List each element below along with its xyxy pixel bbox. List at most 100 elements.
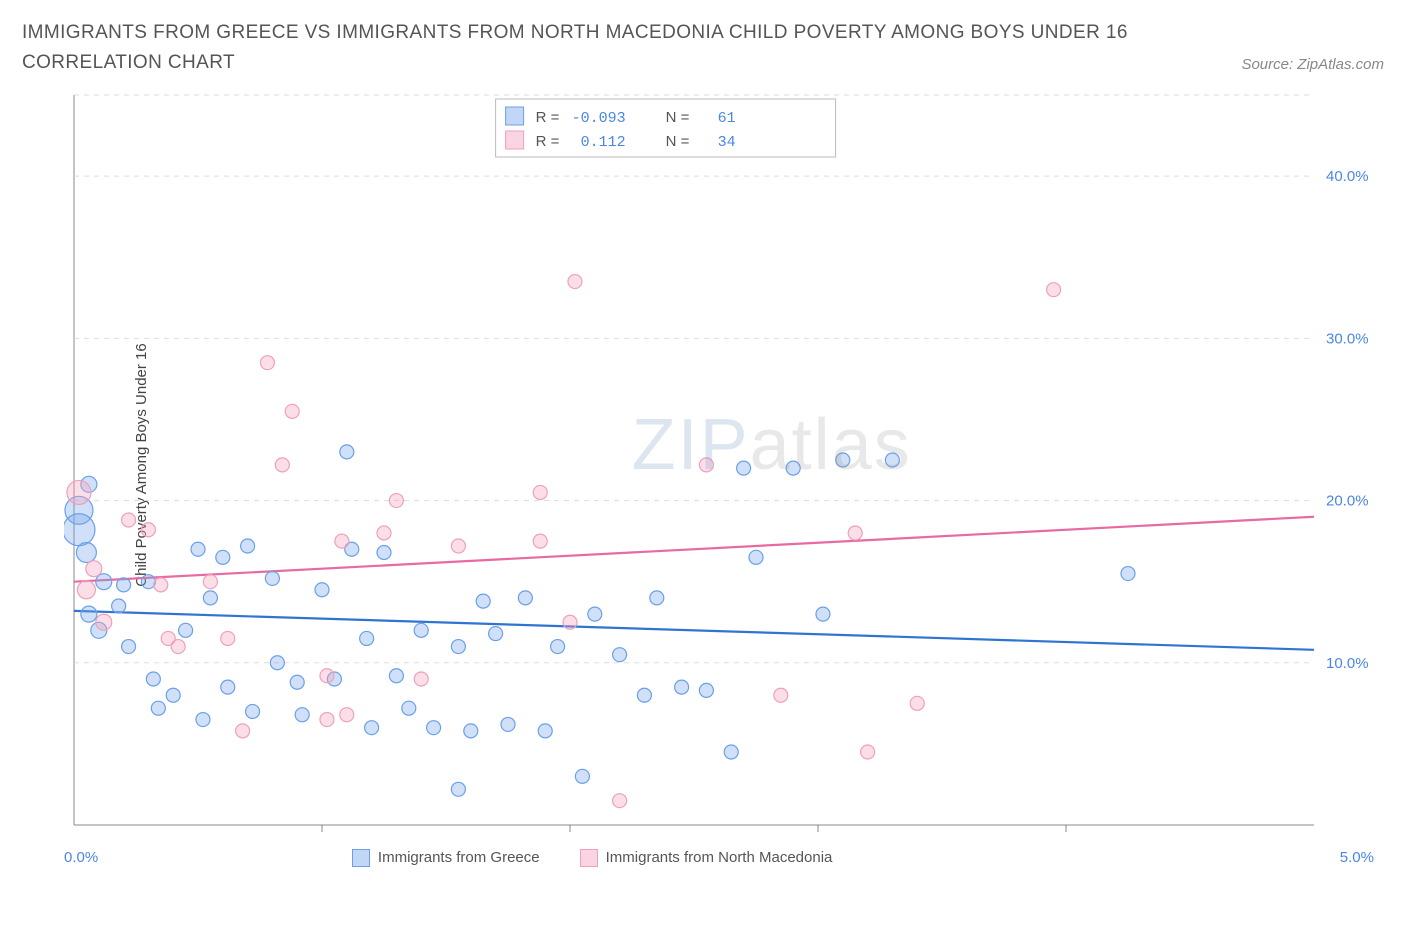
greece-point xyxy=(538,724,552,738)
stat-n-value: 61 xyxy=(718,110,736,127)
north-macedonia-point xyxy=(236,724,250,738)
greece-point xyxy=(290,675,304,689)
greece-point xyxy=(451,782,465,796)
north-macedonia-point xyxy=(203,574,217,588)
north-macedonia-point xyxy=(96,614,112,630)
north-macedonia-point xyxy=(910,696,924,710)
greece-point xyxy=(191,542,205,556)
greece-point xyxy=(64,514,95,546)
greece-point xyxy=(575,769,589,783)
greece-point xyxy=(203,591,217,605)
stat-r-value: 0.112 xyxy=(581,134,626,151)
greece-point xyxy=(414,623,428,637)
greece-point xyxy=(588,607,602,621)
greece-point xyxy=(270,656,284,670)
greece-point xyxy=(166,688,180,702)
greece-point xyxy=(377,545,391,559)
north-macedonia-point xyxy=(568,274,582,288)
y-tick-label: 40.0% xyxy=(1326,168,1369,185)
greece-point xyxy=(699,683,713,697)
greece-point xyxy=(451,639,465,653)
north-macedonia-point xyxy=(340,707,354,721)
greece-point xyxy=(221,680,235,694)
north-macedonia-point xyxy=(171,639,185,653)
greece-point xyxy=(637,688,651,702)
stat-swatch xyxy=(506,131,524,149)
greece-point xyxy=(112,599,126,613)
greece-point xyxy=(360,631,374,645)
greece-point xyxy=(476,594,490,608)
source-attribution: Source: ZipAtlas.com xyxy=(1241,56,1384,79)
north-macedonia-point xyxy=(86,560,102,576)
greece-point xyxy=(675,680,689,694)
greece-point xyxy=(518,591,532,605)
north-macedonia-point xyxy=(451,539,465,553)
greece-point xyxy=(179,623,193,637)
stat-n-label: N = xyxy=(666,133,690,150)
north-macedonia-point xyxy=(221,631,235,645)
legend-item: Immigrants from North Macedonia xyxy=(580,849,833,867)
greece-point xyxy=(737,461,751,475)
greece-point xyxy=(122,639,136,653)
greece-point xyxy=(117,578,131,592)
greece-point xyxy=(501,717,515,731)
greece-point xyxy=(265,571,279,585)
north-macedonia-point xyxy=(848,526,862,540)
stat-r-label: R = xyxy=(536,133,560,150)
greece-point xyxy=(76,542,96,562)
north-macedonia-point xyxy=(260,355,274,369)
north-macedonia-point xyxy=(563,615,577,629)
north-macedonia-point xyxy=(389,493,403,507)
stat-n-value: 34 xyxy=(718,134,736,151)
bottom-row: 0.0% Immigrants from GreeceImmigrants fr… xyxy=(64,849,1384,867)
north-macedonia-point xyxy=(377,526,391,540)
greece-point xyxy=(816,607,830,621)
greece-trendline xyxy=(74,611,1314,650)
x-axis-min-label: 0.0% xyxy=(64,849,98,866)
greece-point xyxy=(836,453,850,467)
chart-area: Child Poverty Among Boys Under 16 10.0%2… xyxy=(22,85,1384,845)
greece-point xyxy=(315,583,329,597)
greece-series xyxy=(64,445,1135,796)
stat-n-label: N = xyxy=(666,109,690,126)
greece-point xyxy=(724,745,738,759)
greece-point xyxy=(151,701,165,715)
greece-point xyxy=(551,639,565,653)
y-tick-label: 20.0% xyxy=(1326,492,1369,509)
greece-point xyxy=(365,720,379,734)
greece-point xyxy=(389,669,403,683)
greece-point xyxy=(613,647,627,661)
legend-label: Immigrants from Greece xyxy=(378,849,540,866)
y-tick-label: 10.0% xyxy=(1326,655,1369,672)
legend-label: Immigrants from North Macedonia xyxy=(606,849,833,866)
stat-swatch xyxy=(506,107,524,125)
north-macedonia-point xyxy=(320,669,334,683)
chart-title: IMMIGRANTS FROM GREECE VS IMMIGRANTS FRO… xyxy=(22,18,1152,79)
north-macedonia-point xyxy=(285,404,299,418)
north-macedonia-point xyxy=(613,793,627,807)
north-macedonia-point xyxy=(67,480,91,504)
greece-point xyxy=(464,724,478,738)
stat-r-label: R = xyxy=(536,109,560,126)
greece-point xyxy=(885,453,899,467)
greece-point xyxy=(427,720,441,734)
north-macedonia-point xyxy=(533,534,547,548)
greece-point xyxy=(786,461,800,475)
greece-point xyxy=(402,701,416,715)
north-macedonia-point xyxy=(861,745,875,759)
greece-point xyxy=(196,712,210,726)
greece-point xyxy=(749,550,763,564)
greece-point xyxy=(81,606,97,622)
north-macedonia-point xyxy=(335,534,349,548)
north-macedonia-point xyxy=(774,688,788,702)
plot-holder: 10.0%20.0%30.0%40.0%R =-0.093N =61R =0.1… xyxy=(64,85,1384,845)
north-macedonia-point xyxy=(122,513,136,527)
stat-r-value: -0.093 xyxy=(572,110,626,127)
greece-point xyxy=(295,707,309,721)
north-macedonia-point xyxy=(414,672,428,686)
greece-point xyxy=(141,574,155,588)
greece-point xyxy=(650,591,664,605)
north-macedonia-point xyxy=(320,712,334,726)
scatter-plot-svg: 10.0%20.0%30.0%40.0%R =-0.093N =61R =0.1… xyxy=(64,85,1384,845)
series-legend: Immigrants from Greece Immigrants from No… xyxy=(352,849,832,867)
